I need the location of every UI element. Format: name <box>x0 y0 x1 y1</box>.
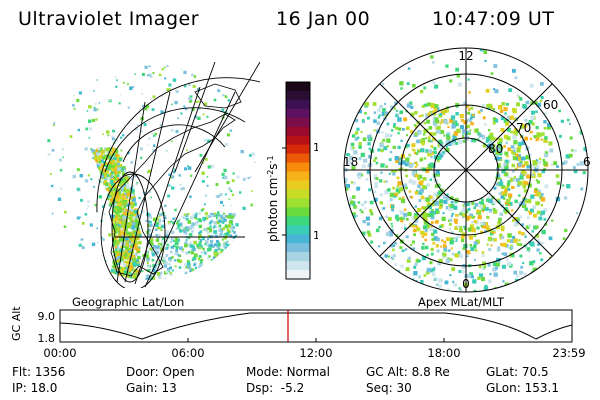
coastline-outline <box>108 83 242 277</box>
status-glat: GLat: 70.5 <box>486 365 549 379</box>
intensity-colorbar: 100 10 photon cm-2s-1 <box>266 81 318 280</box>
instrument-title: Ultraviolet Imager <box>18 8 200 30</box>
lat-lon-grid <box>96 62 260 288</box>
timeline-xtick: 18:00 <box>427 346 460 360</box>
time-label: 10:47:09 UT <box>432 8 555 30</box>
status-dsp: Dsp: -5.2 <box>246 381 305 395</box>
status-mode: Mode: Normal <box>246 365 330 379</box>
status-flt: Flt: 1356 <box>12 365 66 379</box>
timeline-ytick: 9.0 <box>38 310 56 323</box>
status-ip: IP: 18.0 <box>12 381 58 395</box>
colorbar-tick: 100 <box>313 141 318 154</box>
status-glon: GLon: 153.1 <box>486 381 559 395</box>
status-gc-alt: GC Alt: 8.8 Re <box>366 365 450 379</box>
timeline-xtick: 06:00 <box>171 346 204 360</box>
timeline-ylabel: GC Alt <box>10 306 23 341</box>
magnetic-polar-plot: 12 18 6 0 60 70 80 <box>343 47 591 293</box>
status-seq: Seq: 30 <box>366 381 412 395</box>
altitude-curve <box>59 312 573 340</box>
colorbar-unit: photon cm-2s-1 <box>266 155 281 242</box>
orbit-altitude-timeline: GC Alt 9.0 1.8 00:00 06:00 12:00 18:00 2… <box>10 306 586 360</box>
mlat-label-60: 60 <box>543 98 558 112</box>
mlt-label-12: 12 <box>458 49 473 63</box>
timeline-xtick: 23:59 <box>552 346 585 360</box>
mlt-label-6: 6 <box>583 155 591 169</box>
status-door: Door: Open <box>126 365 195 379</box>
status-gain: Gain: 13 <box>126 381 177 395</box>
mlat-label-70: 70 <box>516 121 531 135</box>
mlt-label-18: 18 <box>343 155 358 169</box>
mlt-label-0: 0 <box>462 277 470 291</box>
date-label: 16 Jan 00 <box>276 8 371 30</box>
colorbar-tick: 10 <box>313 229 318 242</box>
timeline-ytick: 1.8 <box>38 332 56 345</box>
mlat-label-80: 80 <box>488 142 503 156</box>
polar-grid <box>343 47 589 293</box>
aurora-emission-geographic <box>45 64 258 280</box>
timeline-xtick: 00:00 <box>43 346 76 360</box>
apex-caption: Apex MLat/MLT <box>418 295 505 309</box>
timeline-xtick: 12:00 <box>299 346 332 360</box>
geographic-caption: Geographic Lat/Lon <box>72 295 185 309</box>
aurora-emission-magnetic <box>344 48 588 292</box>
geographic-image <box>45 62 260 288</box>
